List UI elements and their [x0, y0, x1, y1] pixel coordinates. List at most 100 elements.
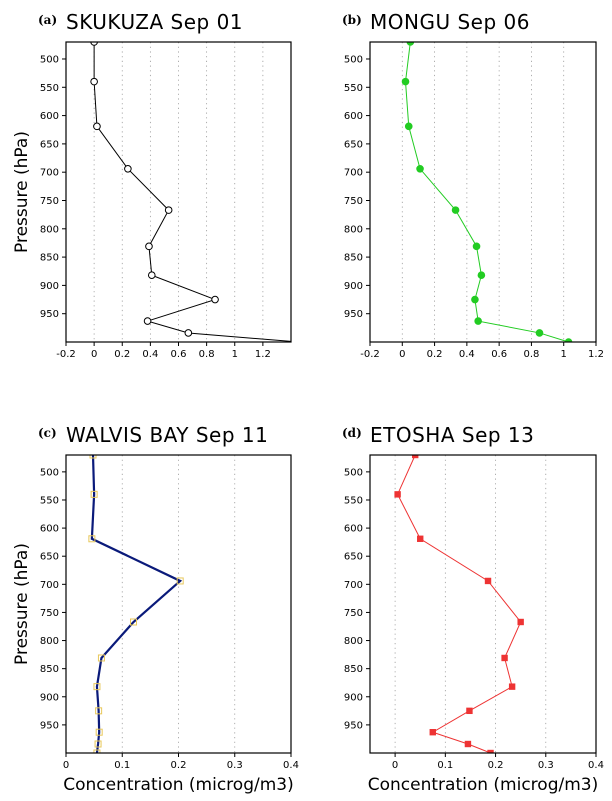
x-tick-label: 0.3: [227, 760, 243, 771]
y-tick-label: 900: [40, 281, 59, 292]
y-tick-label: 800: [344, 224, 363, 235]
panel-label: (a): [38, 13, 57, 27]
data-point: [501, 654, 508, 662]
y-tick-label: 800: [40, 636, 59, 647]
series-line: [90, 455, 183, 753]
data-point: [124, 164, 132, 173]
y-axis-label: Pressure (hPa): [12, 131, 32, 253]
y-tick-label: 800: [344, 636, 363, 647]
y-tick-label: 750: [40, 608, 59, 619]
y-tick-label: 900: [344, 281, 363, 292]
chart-title: MONGU Sep 06: [370, 10, 530, 34]
chart-panel-2: -0.2 0 0.2 0.4 0.6 0.8 1 1.2 500 550 600 650 700 750 8…: [342, 10, 604, 360]
data-point: [416, 164, 424, 173]
x-axis-label: Concentration (microg/m3): [368, 775, 598, 795]
x-tick-label: 0: [392, 760, 398, 771]
x-tick-label: 1: [232, 349, 238, 360]
y-tick-label: 700: [344, 580, 363, 591]
y-tick-label: 500: [40, 467, 59, 478]
data-point: [508, 683, 516, 690]
x-tick-label: 0.3: [538, 760, 554, 771]
data-point: [472, 242, 481, 251]
y-tick-label: 500: [40, 54, 59, 65]
y-tick-label: 900: [40, 692, 59, 703]
data-point: [164, 206, 173, 214]
data-point: [535, 329, 544, 337]
x-tick-label: 0: [399, 349, 405, 360]
x-tick-label: 0.4: [142, 349, 158, 360]
data-point: [517, 618, 524, 626]
y-tick-label: 600: [344, 111, 363, 122]
data-point: [176, 577, 184, 585]
y-tick-label: 550: [344, 83, 363, 94]
y-tick-label: 650: [344, 552, 363, 563]
data-point: [95, 728, 103, 736]
y-tick-label: 700: [40, 580, 59, 591]
y-tick-label: 550: [40, 495, 59, 506]
x-tick-label: -0.2: [56, 349, 76, 360]
chart-panel-3: 0 0.1 0.2 0.3 0.4 500 550 600 650 700 750 800 850 900…: [12, 423, 299, 795]
data-point: [464, 740, 472, 748]
data-point: [477, 271, 486, 280]
y-tick-label: 850: [344, 253, 363, 264]
data-point: [295, 339, 302, 346]
data-point: [88, 535, 96, 543]
data-point: [93, 122, 101, 131]
data-point: [93, 749, 101, 753]
data-point: [564, 338, 573, 342]
x-tick-label: 0.2: [171, 760, 187, 771]
data-point: [90, 490, 98, 498]
data-point: [90, 77, 98, 86]
data-point: [143, 317, 152, 325]
y-tick-label: 950: [40, 720, 59, 731]
data-point: [394, 491, 401, 498]
data-series: [394, 455, 524, 753]
data-point: [147, 271, 156, 280]
chart-title: SKUKUZA Sep 01: [66, 10, 243, 34]
data-point: [95, 707, 103, 715]
y-tick-label: 700: [40, 168, 59, 179]
y-tick-label: 850: [40, 664, 59, 675]
panel-label: (d): [342, 426, 362, 440]
panel-label: (b): [342, 13, 362, 27]
y-tick-label: 750: [344, 196, 363, 207]
y-tick-label: 950: [344, 309, 363, 320]
x-tick-label: 1.2: [588, 349, 604, 360]
data-series: [88, 455, 184, 753]
y-tick-label: 900: [344, 692, 363, 703]
y-tick-label: 550: [40, 83, 59, 94]
x-tick-label: 1: [561, 349, 567, 360]
x-axis-label: Concentration (microg/m3): [63, 775, 293, 795]
x-tick-label: 0.6: [171, 349, 187, 360]
x-tick-label: 0.4: [283, 760, 299, 771]
y-tick-label: 650: [40, 552, 59, 563]
series-line: [405, 42, 569, 342]
y-tick-label: 650: [344, 139, 363, 150]
data-point: [466, 707, 473, 715]
y-tick-label: 850: [40, 253, 59, 264]
y-tick-label: 700: [344, 168, 363, 179]
x-tick-label: 0.8: [199, 349, 215, 360]
y-tick-label: 500: [344, 54, 363, 65]
y-tick-label: 850: [344, 664, 363, 675]
chart-panel-4: 0 0.1 0.2 0.3 0.4 500 550 600 650 700 750 800 850 900…: [342, 423, 604, 795]
x-tick-label: 0.1: [437, 760, 453, 771]
y-tick-label: 600: [344, 524, 363, 535]
x-tick-label: 0.4: [588, 760, 604, 771]
y-tick-label: 950: [344, 720, 363, 731]
x-tick-label: 0.6: [491, 349, 507, 360]
chart-title: ETOSHA Sep 13: [370, 423, 534, 447]
plot-frame: [369, 454, 597, 754]
x-tick-label: -0.2: [360, 349, 380, 360]
data-series: [401, 42, 573, 342]
chart-title: WALVIS BAY Sep 11: [66, 423, 268, 447]
data-point: [130, 618, 137, 626]
data-point: [451, 206, 460, 214]
data-point: [94, 740, 102, 748]
data-point: [184, 329, 193, 337]
x-tick-label: 0.2: [427, 349, 443, 360]
panel-label: (c): [38, 426, 57, 440]
data-point: [429, 728, 436, 736]
data-point: [471, 295, 479, 304]
